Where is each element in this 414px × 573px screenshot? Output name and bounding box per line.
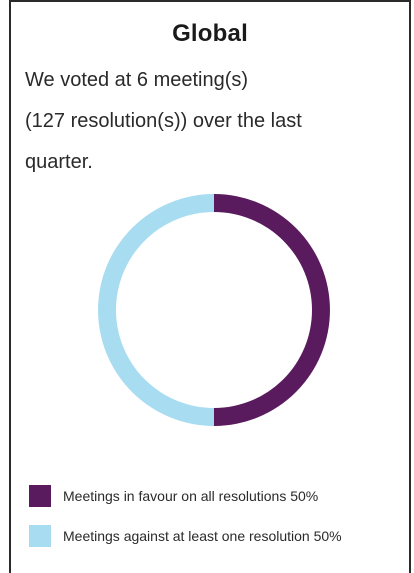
summary-line-2: (127 resolution(s)) over the last (25, 110, 302, 132)
donut-chart-container (11, 172, 409, 442)
donut-chart (98, 194, 330, 426)
legend-swatch-against (29, 525, 51, 547)
summary-line-3: quarter. (25, 151, 93, 173)
legend-item-favour: Meetings in favour on all resolutions 50… (29, 483, 409, 509)
legend-swatch-favour (29, 485, 51, 507)
voting-summary-card: Global We voted at 6 meeting(s) (127 res… (9, 0, 411, 573)
summary-line-1: We voted at 6 meeting(s) (25, 69, 249, 91)
legend-item-against: Meetings against at least one resolution… (29, 523, 409, 549)
chart-legend: Meetings in favour on all resolutions 50… (29, 483, 409, 563)
card-title: Global (172, 20, 248, 47)
donut-slice-against (98, 194, 214, 426)
donut-slice-favour (214, 194, 330, 426)
summary-text: We voted at 6 meeting(s) (127 resolution… (25, 60, 355, 183)
legend-label-against: Meetings against at least one resolution… (63, 528, 342, 544)
legend-label-favour: Meetings in favour on all resolutions 50… (63, 488, 319, 504)
